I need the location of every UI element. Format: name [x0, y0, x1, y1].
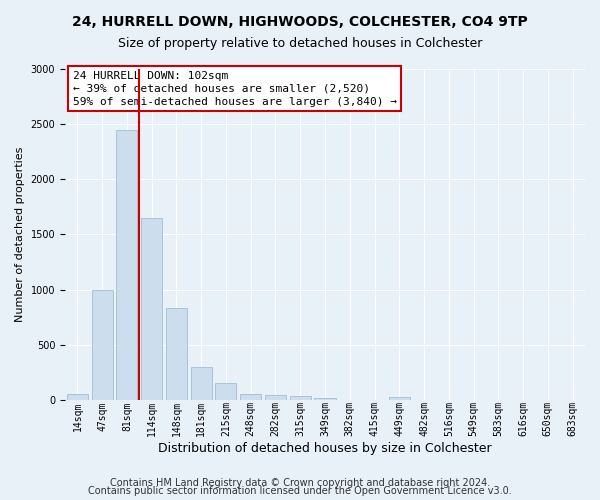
Bar — [215, 384, 236, 400]
X-axis label: Distribution of detached houses by size in Colchester: Distribution of detached houses by size … — [158, 442, 492, 455]
Text: Contains HM Land Registry data © Crown copyright and database right 2024.: Contains HM Land Registry data © Crown c… — [110, 478, 490, 488]
Bar — [67, 394, 88, 400]
Bar — [314, 398, 335, 400]
Bar — [141, 218, 162, 400]
Bar — [116, 130, 137, 400]
Bar — [166, 308, 187, 400]
Text: 24 HURRELL DOWN: 102sqm
← 39% of detached houses are smaller (2,520)
59% of semi: 24 HURRELL DOWN: 102sqm ← 39% of detache… — [73, 70, 397, 107]
Bar — [191, 368, 212, 400]
Bar — [265, 396, 286, 400]
Bar — [92, 290, 113, 400]
Bar — [290, 396, 311, 400]
Y-axis label: Number of detached properties: Number of detached properties — [15, 146, 25, 322]
Bar — [240, 394, 261, 400]
Text: 24, HURRELL DOWN, HIGHWOODS, COLCHESTER, CO4 9TP: 24, HURRELL DOWN, HIGHWOODS, COLCHESTER,… — [72, 15, 528, 29]
Bar — [389, 397, 410, 400]
Text: Contains public sector information licensed under the Open Government Licence v3: Contains public sector information licen… — [88, 486, 512, 496]
Text: Size of property relative to detached houses in Colchester: Size of property relative to detached ho… — [118, 38, 482, 51]
